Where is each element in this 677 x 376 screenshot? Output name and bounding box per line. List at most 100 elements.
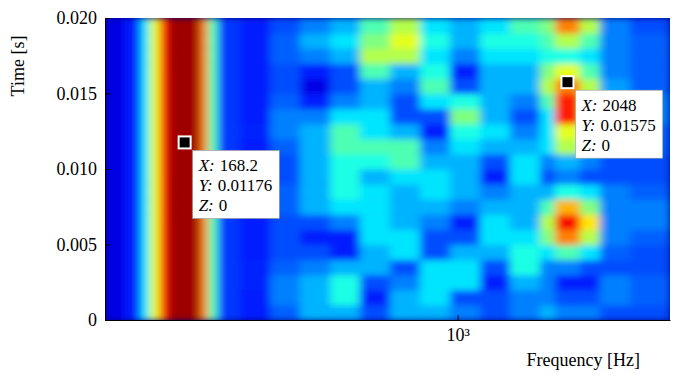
heatmap-cell (150, 184, 161, 200)
heatmap-cell (390, 290, 421, 306)
heatmap-cell (580, 229, 601, 245)
heatmap-cell (600, 184, 631, 200)
heatmap-cell (360, 290, 391, 306)
heatmap-cell (208, 260, 218, 276)
heatmap-cell (540, 63, 556, 79)
heatmap-cell (140, 260, 150, 276)
heatmap-cell (330, 78, 360, 94)
y-axis: 00.0050.0100.0150.020 (57, 8, 111, 330)
heatmap-cell (330, 139, 360, 155)
heatmap-cell (140, 139, 150, 155)
heatmap-cell (420, 245, 451, 261)
heatmap-cell (240, 305, 271, 320)
data-tip-marker (561, 76, 573, 88)
heatmap-cell (630, 184, 670, 200)
data-tip-key: Y: (199, 176, 213, 195)
heatmap-cell (420, 33, 451, 49)
heatmap-cell (300, 169, 331, 185)
heatmap-cell (580, 245, 601, 261)
heatmap-cell (160, 48, 169, 64)
heatmap-cell (600, 305, 631, 320)
heatmap-cell (420, 48, 451, 64)
heatmap-cell (555, 199, 581, 215)
heatmap-cell (330, 94, 360, 110)
heatmap-cell (270, 229, 300, 245)
heatmap-cell (480, 63, 511, 79)
heatmap-cell (390, 33, 421, 49)
tick: 0.005 (57, 235, 111, 255)
heatmap-cell (450, 109, 481, 125)
tick: 0.010 (57, 159, 111, 179)
heatmap-cell (300, 139, 331, 155)
heatmap-cell (480, 305, 511, 320)
heatmap-cell (160, 63, 169, 79)
heatmap-cells (105, 18, 670, 320)
heatmap-cell (140, 275, 150, 291)
tick-label: 0 (88, 310, 97, 330)
heatmap-cell (300, 214, 331, 230)
heatmap-cell (555, 245, 581, 261)
heatmap-cell (420, 199, 451, 215)
heatmap-cell (270, 78, 300, 94)
heatmap-cell (168, 48, 201, 64)
heatmap-cell (218, 94, 240, 110)
heatmap-cell (160, 78, 169, 94)
heatmap-cell (330, 305, 360, 320)
heatmap-cell (150, 260, 161, 276)
tick-label: 0.010 (57, 159, 98, 179)
heatmap-cell (140, 78, 150, 94)
heatmap-cell (330, 48, 360, 64)
heatmap-cell (218, 124, 240, 140)
heatmap-cell (580, 48, 601, 64)
heatmap-cell (630, 63, 670, 79)
heatmap-cell (160, 154, 169, 170)
heatmap-cell (150, 94, 161, 110)
heatmap-cell (330, 33, 360, 49)
heatmap-cell (218, 63, 240, 79)
heatmap-cell (168, 78, 201, 94)
heatmap-cell (150, 290, 161, 306)
heatmap-cell (240, 245, 271, 261)
plot-background (105, 18, 670, 320)
heatmap-cell (208, 124, 218, 140)
heatmap-cell (390, 305, 421, 320)
heatmap-cell (450, 199, 481, 215)
heatmap-cell (218, 305, 240, 320)
heatmap-cell (360, 94, 391, 110)
data-tip-line: X:2048 (580, 96, 636, 115)
heatmap-cell (580, 63, 601, 79)
heatmap-cell (240, 94, 271, 110)
heatmap-cell (510, 33, 541, 49)
data-tip-key: X: (580, 96, 597, 115)
heatmap-cell (580, 260, 601, 276)
heatmap-cell (168, 290, 201, 306)
heatmap-cell (125, 154, 141, 170)
heatmap-cell (510, 305, 541, 320)
heatmap-cell (208, 229, 218, 245)
heatmap-cell (160, 124, 169, 140)
heatmap-cell (390, 260, 421, 276)
heatmap-cell (200, 245, 209, 261)
heatmap-cell (450, 260, 481, 276)
tick: 0 (88, 310, 110, 330)
heatmap-cell (450, 245, 481, 261)
heatmap-cell (450, 290, 481, 306)
heatmap-cell (510, 169, 541, 185)
heatmap-cell (300, 109, 331, 125)
heatmap-cell (150, 124, 161, 140)
heatmap-cell (125, 139, 141, 155)
heatmap-cell (390, 63, 421, 79)
heatmap-cell (555, 169, 581, 185)
heatmap-cell (140, 94, 150, 110)
heatmap-cell (330, 154, 360, 170)
heatmap-cell (540, 139, 556, 155)
heatmap-cell (420, 18, 451, 34)
heatmap-cell (105, 18, 126, 34)
plot-area: 10³00.0050.0100.0150.020 (57, 8, 671, 345)
heatmap-cell (510, 229, 541, 245)
heatmap-cell (480, 275, 511, 291)
heatmap-cell (580, 290, 601, 306)
heatmap-cell (140, 48, 150, 64)
heatmap-cell (240, 229, 271, 245)
heatmap-cell (450, 275, 481, 291)
